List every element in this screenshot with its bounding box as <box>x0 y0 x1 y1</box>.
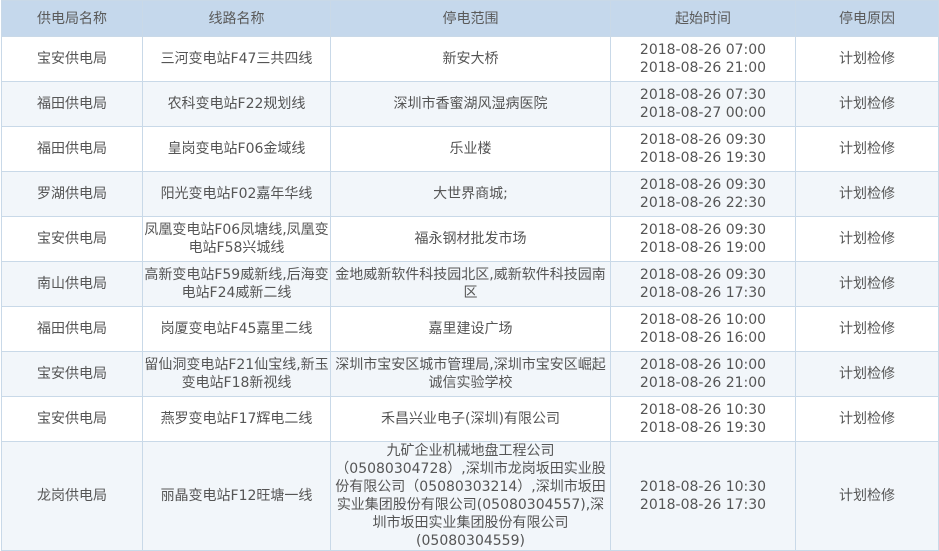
cell-time: 2018-08-26 09:30 2018-08-26 22:30 <box>610 171 796 217</box>
header-bureau: 供电局名称 <box>1 0 143 37</box>
table-row: 宝安供电局 燕罗变电站F17辉电二线 禾昌兴业电子(深圳)有限公司 2018-08-2… <box>1 396 939 442</box>
start-time: 2018-08-26 09:30 <box>639 222 767 238</box>
start-time: 2018-08-26 10:30 <box>639 479 767 495</box>
start-time: 2018-08-26 10:30 <box>639 402 767 418</box>
end-time: 2018-08-26 17:30 <box>639 285 767 301</box>
table-row: 宝安供电局 三河变电站F47三共四线 新安大桥 2018-08-26 07:00 201… <box>1 36 939 82</box>
end-time: 2018-08-26 19:30 <box>639 420 767 436</box>
cell-time: 2018-08-26 10:00 2018-08-26 21:00 <box>610 351 796 397</box>
cell-bureau: 宝安供电局 <box>1 36 143 82</box>
cell-area: 福永钢材批发市场 <box>330 216 611 262</box>
cell-reason: 计划检修 <box>795 171 939 217</box>
header-start-time: 起始时间 <box>610 0 796 37</box>
cell-bureau: 宝安供电局 <box>1 351 143 397</box>
table-row: 南山供电局 高新变电站F59威新线,后海变电站F24威新二线 金地威新软件科技园北区… <box>1 261 939 307</box>
cell-area: 禾昌兴业电子(深圳)有限公司 <box>330 396 611 442</box>
cell-line: 岗厦变电站F45嘉里二线 <box>142 306 331 352</box>
cell-bureau: 南山供电局 <box>1 261 143 307</box>
start-time: 2018-08-26 10:00 <box>639 357 767 373</box>
cell-reason: 计划检修 <box>795 441 939 551</box>
table-row: 宝安供电局 凤凰变电站F06凤塘线,凤凰变电站F58兴城线 福永钢材批发市场 2018… <box>1 216 939 262</box>
cell-line: 高新变电站F59威新线,后海变电站F24威新二线 <box>142 261 331 307</box>
cell-time: 2018-08-26 09:30 2018-08-26 19:30 <box>610 126 796 172</box>
cell-area: 大世界商城; <box>330 171 611 217</box>
cell-bureau: 福田供电局 <box>1 81 143 127</box>
cell-bureau: 福田供电局 <box>1 126 143 172</box>
cell-bureau: 龙岗供电局 <box>1 441 143 551</box>
start-time: 2018-08-26 07:00 <box>639 42 767 58</box>
cell-line: 燕罗变电站F17辉电二线 <box>142 396 331 442</box>
header-reason: 停电原因 <box>795 0 939 37</box>
header-area: 停电范围 <box>330 0 611 37</box>
cell-line: 农科变电站F22规划线 <box>142 81 331 127</box>
cell-reason: 计划检修 <box>795 351 939 397</box>
table-row: 福田供电局 皇岗变电站F06金域线 乐业楼 2018-08-26 09:30 2018-… <box>1 126 939 172</box>
end-time: 2018-08-27 00:00 <box>639 105 767 121</box>
cell-area: 九矿企业机械地盘工程公司（05080304728）,深圳市龙岗坂田实业股份有限公… <box>330 441 611 551</box>
end-time: 2018-08-26 21:00 <box>639 375 767 391</box>
cell-area: 新安大桥 <box>330 36 611 82</box>
cell-reason: 计划检修 <box>795 216 939 262</box>
cell-reason: 计划检修 <box>795 36 939 82</box>
cell-line: 阳光变电站F02嘉年华线 <box>142 171 331 217</box>
cell-reason: 计划检修 <box>795 306 939 352</box>
end-time: 2018-08-26 19:30 <box>639 150 767 166</box>
cell-time: 2018-08-26 07:30 2018-08-27 00:00 <box>610 81 796 127</box>
table-row: 宝安供电局 留仙洞变电站F21仙宝线,新玉变电站F18新视线 深圳市宝安区城市管理局… <box>1 351 939 397</box>
cell-bureau: 宝安供电局 <box>1 216 143 262</box>
cell-time: 2018-08-26 09:30 2018-08-26 19:00 <box>610 216 796 262</box>
end-time: 2018-08-26 22:30 <box>639 195 767 211</box>
end-time: 2018-08-26 17:30 <box>639 497 767 513</box>
cell-reason: 计划检修 <box>795 126 939 172</box>
cell-time: 2018-08-26 10:30 2018-08-26 17:30 <box>610 441 796 551</box>
cell-area: 深圳市香蜜湖风湿病医院 <box>330 81 611 127</box>
cell-area: 金地威新软件科技园北区,威新软件科技园南区 <box>330 261 611 307</box>
end-time: 2018-08-26 21:00 <box>639 60 767 76</box>
start-time: 2018-08-26 09:30 <box>639 132 767 148</box>
end-time: 2018-08-26 19:00 <box>639 240 767 256</box>
start-time: 2018-08-26 09:30 <box>639 267 767 283</box>
cell-area: 乐业楼 <box>330 126 611 172</box>
table-row: 龙岗供电局 丽晶变电站F12旺塘一线 九矿企业机械地盘工程公司（0508030472… <box>1 441 939 551</box>
cell-reason: 计划检修 <box>795 81 939 127</box>
table-header: 供电局名称 线路名称 停电范围 起始时间 停电原因 <box>1 0 939 37</box>
cell-bureau: 宝安供电局 <box>1 396 143 442</box>
table-row: 福田供电局 岗厦变电站F45嘉里二线 嘉里建设广场 2018-08-26 10:00 2… <box>1 306 939 352</box>
cell-time: 2018-08-26 10:30 2018-08-26 19:30 <box>610 396 796 442</box>
cell-time: 2018-08-26 07:00 2018-08-26 21:00 <box>610 36 796 82</box>
cell-time: 2018-08-26 10:00 2018-08-26 16:00 <box>610 306 796 352</box>
cell-bureau: 福田供电局 <box>1 306 143 352</box>
table-row: 福田供电局 农科变电站F22规划线 深圳市香蜜湖风湿病医院 2018-08-26 07… <box>1 81 939 127</box>
start-time: 2018-08-26 09:30 <box>639 177 767 193</box>
cell-line: 皇岗变电站F06金域线 <box>142 126 331 172</box>
header-line: 线路名称 <box>142 0 331 37</box>
cell-line: 三河变电站F47三共四线 <box>142 36 331 82</box>
cell-line: 凤凰变电站F06凤塘线,凤凰变电站F58兴城线 <box>142 216 331 262</box>
cell-bureau: 罗湖供电局 <box>1 171 143 217</box>
end-time: 2018-08-26 16:00 <box>639 330 767 346</box>
cell-area: 深圳市宝安区城市管理局,深圳市宝安区崛起诚信实验学校 <box>330 351 611 397</box>
start-time: 2018-08-26 10:00 <box>639 312 767 328</box>
cell-line: 留仙洞变电站F21仙宝线,新玉变电站F18新视线 <box>142 351 331 397</box>
cell-reason: 计划检修 <box>795 396 939 442</box>
cell-time: 2018-08-26 09:30 2018-08-26 17:30 <box>610 261 796 307</box>
cell-line: 丽晶变电站F12旺塘一线 <box>142 441 331 551</box>
cell-reason: 计划检修 <box>795 261 939 307</box>
start-time: 2018-08-26 07:30 <box>639 87 767 103</box>
table-row: 罗湖供电局 阳光变电站F02嘉年华线 大世界商城; 2018-08-26 09:30 2… <box>1 171 939 217</box>
cell-area: 嘉里建设广场 <box>330 306 611 352</box>
